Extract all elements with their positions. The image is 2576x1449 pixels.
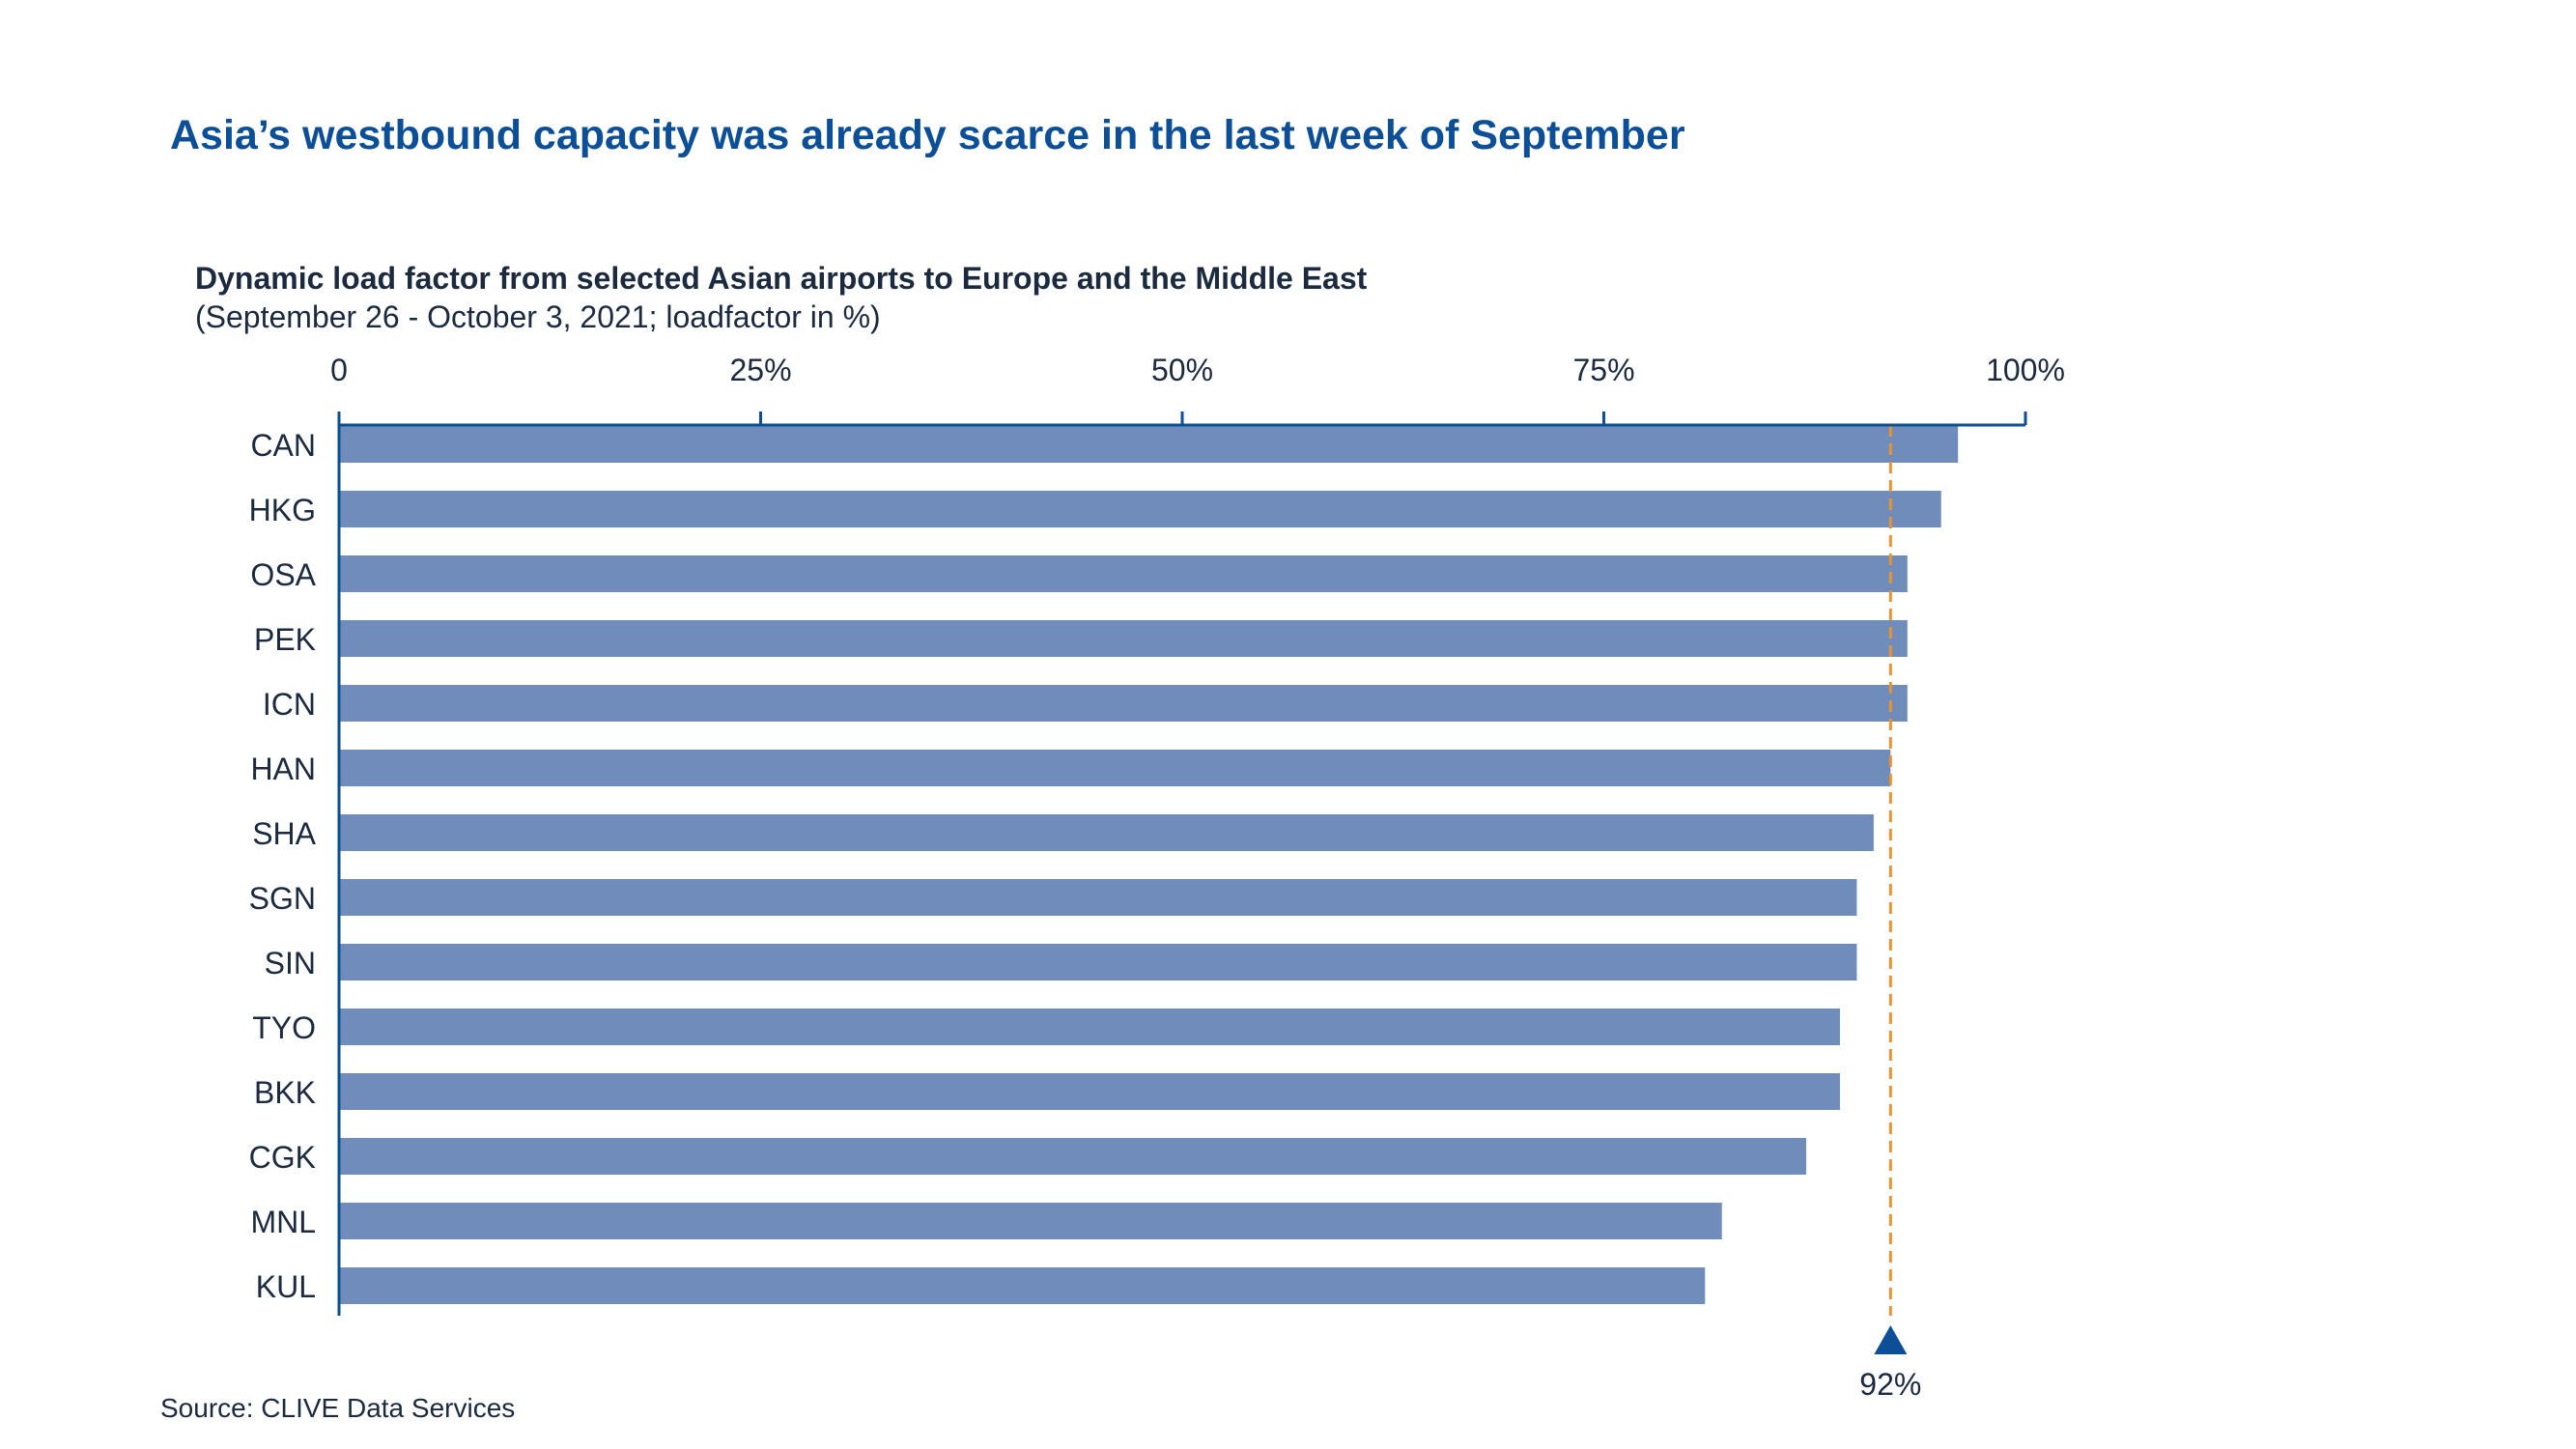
bar-icn xyxy=(339,685,1908,722)
x-tick-label: 100% xyxy=(1986,353,2065,387)
category-label-cgk: CGK xyxy=(249,1140,316,1175)
reference-value-label: 92% xyxy=(1859,1367,1921,1402)
category-label-sgn: SGN xyxy=(249,881,316,916)
axes-layer: 0 25% 50% 75% 100% xyxy=(330,353,2065,1316)
category-label-mnl: MNL xyxy=(250,1205,316,1239)
bar-pek xyxy=(339,620,1908,657)
chart-subtitle: (September 26 - October 3, 2021; loadfac… xyxy=(195,299,881,334)
category-label-sha: SHA xyxy=(252,816,316,851)
category-label-bkk: BKK xyxy=(254,1075,316,1110)
labels-layer: CAN HKG OSA PEK ICN HAN SHA SGN SIN TYO BKK CGK MNL K… xyxy=(249,428,317,1304)
x-tick-label: 75% xyxy=(1572,353,1634,387)
category-label-osa: OSA xyxy=(250,557,316,592)
category-label-icn: ICN xyxy=(263,687,316,722)
reference-line-layer: 92% xyxy=(1859,425,1921,1402)
bar-bkk xyxy=(339,1073,1840,1110)
page-headline: Asia’s westbound capacity was already sc… xyxy=(170,112,1685,158)
bar-cgk xyxy=(339,1138,1807,1175)
category-label-pek: PEK xyxy=(254,622,316,657)
category-label-hkg: HKG xyxy=(249,493,316,527)
x-tick-label: 0 xyxy=(330,353,348,387)
chart-title: Dynamic load factor from selected Asian … xyxy=(195,261,1368,296)
bar-mnl xyxy=(339,1203,1722,1239)
bar-sgn xyxy=(339,879,1857,916)
bar-sin xyxy=(339,944,1857,980)
bar-tyo xyxy=(339,1009,1840,1045)
bar-kul xyxy=(339,1267,1706,1304)
reference-marker-triangle xyxy=(1874,1325,1908,1354)
bars-layer xyxy=(339,426,1959,1304)
source-note: Source: CLIVE Data Services xyxy=(160,1393,516,1423)
bar-sha xyxy=(339,814,1874,851)
x-tick-label: 50% xyxy=(1151,353,1213,387)
bar-hkg xyxy=(339,491,1941,527)
category-label-sin: SIN xyxy=(265,946,316,980)
x-tick-label: 25% xyxy=(729,353,791,387)
category-label-can: CAN xyxy=(250,428,316,463)
category-label-kul: KUL xyxy=(256,1269,316,1304)
category-label-tyo: TYO xyxy=(252,1010,316,1045)
bar-han xyxy=(339,750,1891,786)
bar-osa xyxy=(339,555,1908,592)
category-label-han: HAN xyxy=(250,752,316,786)
bar-can xyxy=(339,426,1959,463)
